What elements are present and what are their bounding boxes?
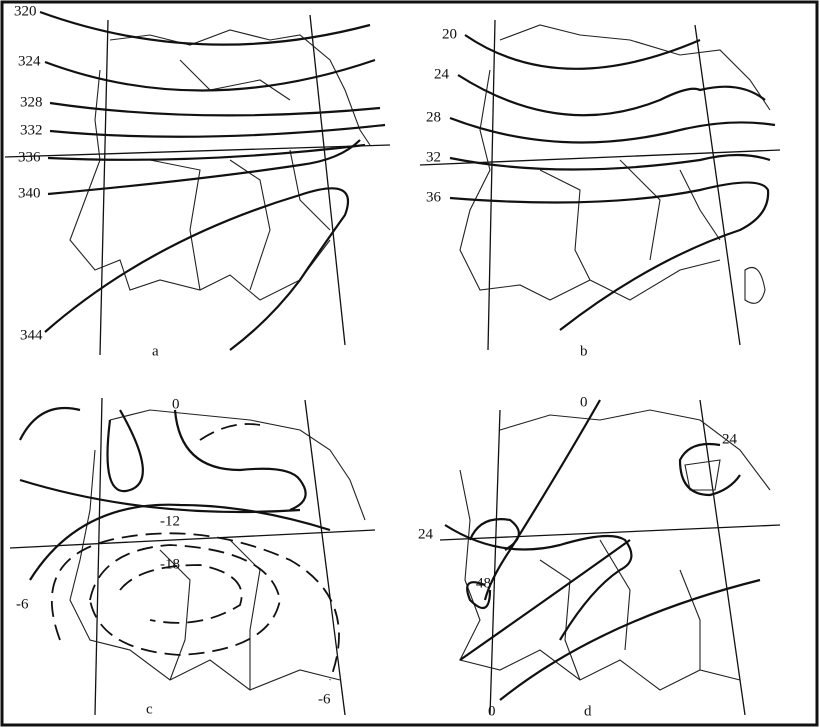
contour-label: 336 bbox=[18, 149, 41, 165]
contour-label: 340 bbox=[18, 185, 41, 201]
contour-label: -18 bbox=[160, 556, 180, 572]
contour-label: 20 bbox=[442, 26, 457, 42]
contour-label: 0 bbox=[580, 394, 588, 410]
contour-label: 32 bbox=[426, 149, 441, 165]
figure: 320 324 328 332 336 340 344 a 20 24 28 3… bbox=[0, 0, 820, 728]
contour-label: 48 bbox=[476, 575, 491, 591]
panel-label: c bbox=[146, 701, 153, 717]
contour-label: -6 bbox=[318, 691, 331, 707]
contour-label: 24 bbox=[418, 526, 434, 542]
contour-label: -12 bbox=[160, 513, 180, 529]
panel-label: d bbox=[584, 703, 592, 719]
contour-label: 36 bbox=[426, 189, 442, 205]
contour-label: -6 bbox=[16, 596, 29, 612]
contour-label: 24 bbox=[434, 66, 450, 82]
contour-label: 332 bbox=[20, 122, 43, 138]
panel-label: b bbox=[580, 343, 588, 359]
contour-label: 324 bbox=[18, 53, 41, 69]
contour-label: 328 bbox=[20, 94, 43, 110]
contour-label: 344 bbox=[20, 327, 43, 343]
contour-label: 24 bbox=[722, 431, 738, 447]
panel-label: a bbox=[152, 343, 159, 359]
contour-label: 0 bbox=[488, 703, 496, 719]
contour-label: 0 bbox=[172, 396, 180, 412]
contour-label: 320 bbox=[14, 3, 37, 19]
contour-label: 28 bbox=[426, 109, 441, 125]
